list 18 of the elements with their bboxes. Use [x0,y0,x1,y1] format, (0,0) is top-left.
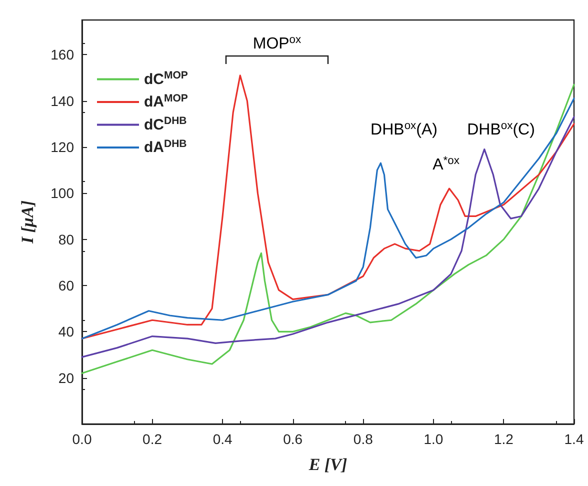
x-tick-label: 0.2 [142,431,162,447]
y-tick-label: 60 [58,277,74,294]
y-tick-label: 120 [50,138,74,155]
y-tick-label: 80 [58,231,74,248]
y-tick-label: 20 [58,370,74,386]
y-tick-label: 140 [50,92,74,109]
x-tick-label: 0.4 [212,431,233,447]
y-tick-label: 160 [50,46,74,63]
x-tick-label: 1.0 [424,431,444,447]
x-tick-label: 1.2 [494,431,514,447]
y-axis-title: I [μA] [18,200,37,244]
y-tick-label: 40 [58,324,74,340]
x-tick-label: 0.0 [72,431,92,447]
x-tick-label: 0.8 [353,431,374,447]
x-tick-label: 0.6 [283,431,303,447]
y-tick-label: 100 [50,185,74,202]
x-tick-label: 1.4 [564,431,584,447]
x-axis-title: E [V] [308,455,348,474]
